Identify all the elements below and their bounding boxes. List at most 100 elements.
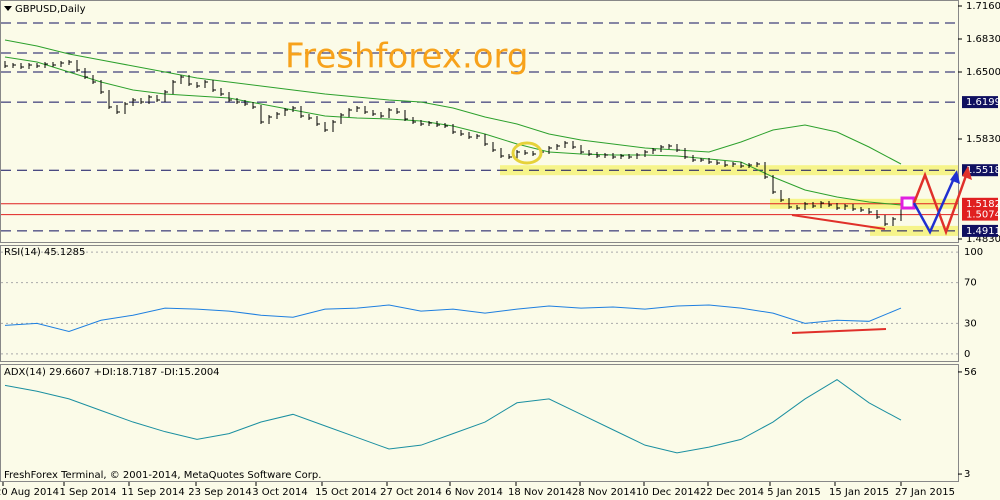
price-bar — [564, 141, 568, 148]
level-label: 1.5074 — [966, 210, 1000, 221]
price-bar — [12, 63, 16, 68]
rsi-trend-line — [791, 328, 887, 334]
y-tick-label: 70 — [964, 278, 977, 289]
arrowhead-blue — [950, 170, 960, 184]
price-bar — [516, 150, 520, 159]
price-bar — [396, 108, 400, 114]
date-label: 27 Jan 2015 — [895, 487, 955, 498]
price-bar — [452, 124, 456, 134]
price-bar — [148, 95, 152, 104]
highlight-circle — [511, 141, 543, 165]
forecast-red — [912, 169, 970, 236]
price-bar — [236, 98, 240, 104]
price-bar — [548, 146, 552, 154]
price-bar — [652, 148, 656, 154]
rsi-panel — [0, 245, 959, 362]
price-bar — [684, 148, 688, 159]
price-panel — [0, 0, 959, 243]
date-label: 18 Nov 2014 — [508, 487, 572, 498]
price-bar — [132, 98, 136, 106]
price-bar — [604, 153, 608, 158]
watermark: Freshforex.org — [285, 37, 529, 77]
price-bar — [804, 202, 808, 210]
price-bar — [196, 82, 200, 88]
y-tick-label: 30 — [964, 318, 977, 329]
y-tick-label: 1.4830 — [966, 234, 1000, 245]
price-bar — [860, 207, 864, 212]
date-label: 10 Dec 2014 — [636, 487, 700, 498]
price-bar — [300, 106, 304, 118]
price-bar — [428, 121, 432, 126]
date-label: 28 Nov 2014 — [572, 487, 636, 498]
copyright: FreshForex Terminal, © 2001-2014, MetaQu… — [4, 470, 321, 481]
y-tick-label: 3 — [964, 469, 970, 480]
price-bar — [20, 63, 24, 69]
price-bar — [708, 158, 712, 164]
price-bar — [852, 204, 856, 211]
price-bar — [892, 217, 896, 226]
price-bar — [580, 145, 584, 154]
price-bar — [220, 88, 224, 96]
price-bar — [524, 150, 528, 155]
price-bar — [116, 105, 120, 114]
price-bar — [676, 144, 680, 152]
price-bar — [636, 153, 640, 159]
price-bar — [372, 110, 376, 116]
price-bar — [500, 148, 504, 158]
price-bar — [180, 75, 184, 84]
price-bar — [748, 163, 752, 168]
price-bar — [316, 116, 320, 126]
price-bar — [244, 100, 248, 106]
price-bar — [212, 80, 216, 92]
level-label: 1.4911 — [966, 226, 1000, 237]
price-bar — [380, 112, 384, 118]
symbol-label: GBPUSD,Daily — [15, 4, 86, 15]
price-bar — [532, 151, 536, 156]
y-tick-label: 56 — [964, 367, 977, 378]
price-bar — [228, 92, 232, 102]
price-bar — [324, 122, 328, 132]
price-bar — [460, 130, 464, 136]
y-tick-label: 1.5830 — [966, 134, 1000, 145]
date-label: 15 Jan 2015 — [829, 487, 889, 498]
marker-box — [900, 196, 916, 210]
price-bar — [556, 144, 560, 150]
price-bar — [84, 68, 88, 79]
price-bar — [284, 108, 288, 116]
price-bar — [660, 145, 664, 152]
date-label: 20 Aug 2014 — [0, 487, 59, 498]
price-bar — [100, 80, 104, 94]
price-bar — [844, 204, 848, 210]
price-bar — [724, 161, 728, 167]
date-label: 27 Oct 2014 — [380, 487, 442, 498]
date-label: 22 Dec 2014 — [700, 487, 764, 498]
price-bar — [492, 142, 496, 152]
price-bar — [92, 75, 96, 84]
date-label: 1 Sep 2014 — [59, 487, 116, 498]
price-bar — [740, 162, 744, 168]
level-tag — [962, 208, 998, 221]
price-bar — [668, 144, 672, 149]
menu-triangle[interactable] — [4, 6, 12, 11]
price-bar — [820, 201, 824, 208]
price-bar — [388, 108, 392, 118]
forecast-blue — [912, 175, 957, 235]
level-label: 1.5518 — [966, 165, 1000, 176]
date-label: 11 Sep 2014 — [121, 487, 184, 498]
price-bar — [268, 115, 272, 124]
y-tick-label: 1.6500 — [966, 67, 1000, 78]
ma-upper — [4, 39, 902, 165]
price-bar — [204, 80, 208, 88]
y-tick-label: 0 — [964, 349, 970, 360]
price-bar — [484, 134, 488, 146]
date-label: 5 Jan 2015 — [767, 487, 821, 498]
price-bar — [732, 162, 736, 167]
date-label: 3 Oct 2014 — [252, 487, 307, 498]
price-bar — [692, 155, 696, 162]
price-bar — [620, 154, 624, 159]
price-bar — [60, 61, 64, 67]
price-bar — [140, 98, 144, 104]
